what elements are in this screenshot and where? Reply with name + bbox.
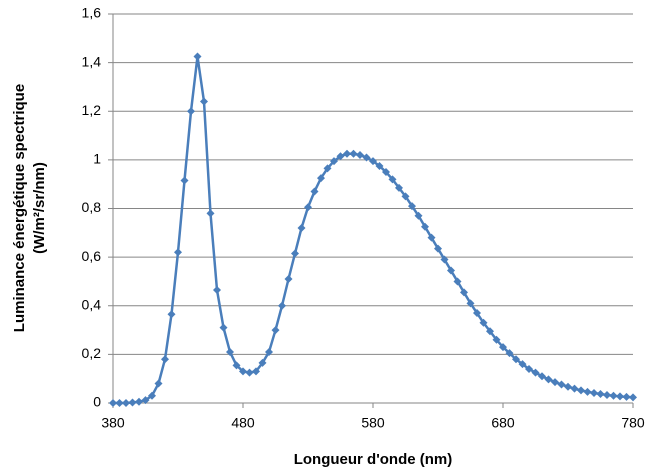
marker: [395, 183, 403, 192]
marker: [570, 384, 579, 393]
marker: [187, 107, 195, 116]
y-tick-label: 1,6: [82, 5, 102, 21]
marker: [330, 157, 338, 166]
marker: [564, 382, 572, 391]
marker: [609, 391, 618, 400]
marker: [206, 209, 215, 218]
marker: [473, 309, 481, 318]
y-tick-label: 0,8: [82, 199, 102, 215]
marker: [297, 223, 306, 232]
marker: [499, 343, 507, 352]
y-tick-label: 1,4: [82, 53, 102, 69]
marker: [245, 368, 254, 377]
marker: [505, 349, 514, 358]
marker: [434, 244, 442, 253]
marker: [219, 323, 228, 332]
y-tick-label: 0,2: [82, 345, 102, 361]
marker: [135, 397, 143, 406]
x-axis-label: Longueur d'onde (nm): [294, 451, 453, 468]
marker: [278, 301, 286, 310]
marker: [356, 151, 364, 160]
marker: [226, 347, 234, 356]
marker: [317, 174, 325, 183]
marker: [343, 149, 351, 158]
marker: [622, 392, 631, 401]
marker: [109, 399, 117, 407]
marker: [453, 277, 462, 286]
marker: [518, 360, 527, 369]
marker: [577, 386, 585, 395]
marker: [466, 299, 475, 308]
x-tick-label: 480: [231, 415, 255, 431]
marker: [291, 249, 299, 258]
marker: [154, 379, 163, 388]
marker: [460, 288, 468, 297]
marker: [616, 392, 624, 401]
marker: [336, 152, 345, 161]
marker: [486, 327, 494, 336]
marker: [401, 192, 410, 201]
x-tick-label: 680: [491, 415, 515, 431]
marker: [349, 149, 358, 158]
marker: [603, 390, 611, 399]
marker: [551, 378, 559, 387]
marker: [148, 391, 156, 400]
marker: [447, 266, 455, 275]
marker: [193, 52, 202, 61]
marker: [538, 372, 546, 381]
marker: [596, 390, 605, 399]
marker: [590, 389, 598, 398]
marker: [252, 367, 260, 376]
marker: [369, 157, 377, 166]
marker: [525, 364, 533, 373]
marker: [414, 211, 423, 220]
marker: [128, 398, 137, 407]
marker: [284, 275, 293, 284]
marker: [180, 176, 189, 185]
marker: [544, 375, 553, 384]
y-axis-label: (W/m²/sr/nm): [31, 162, 48, 254]
marker: [557, 380, 566, 389]
marker: [200, 97, 208, 106]
x-tick-label: 380: [101, 415, 125, 431]
marker: [388, 175, 397, 184]
marker: [479, 318, 488, 327]
marker: [512, 355, 520, 364]
marker: [174, 248, 182, 257]
marker: [492, 335, 501, 344]
y-axis-label: Luminance énergétique spectrique: [11, 84, 28, 332]
marker: [167, 310, 176, 319]
marker: [213, 285, 221, 294]
y-tick-label: 0,6: [82, 248, 102, 264]
marker: [122, 399, 130, 407]
marker: [161, 355, 169, 364]
marker: [258, 358, 267, 367]
marker: [408, 202, 416, 211]
marker: [629, 393, 637, 402]
y-tick-label: 0: [93, 394, 101, 410]
marker: [304, 203, 312, 212]
marker: [271, 326, 280, 335]
marker: [310, 187, 319, 196]
marker: [382, 168, 390, 177]
y-tick-label: 0,4: [82, 296, 102, 312]
marker: [583, 387, 592, 396]
marker: [239, 367, 247, 376]
marker: [265, 347, 273, 356]
marker: [141, 396, 150, 405]
y-tick-label: 1: [93, 151, 101, 167]
x-tick-label: 580: [361, 415, 385, 431]
marker: [232, 361, 241, 370]
marker: [362, 153, 371, 162]
marker: [375, 161, 384, 170]
y-tick-label: 1,2: [82, 102, 102, 118]
marker: [531, 368, 540, 377]
marker: [440, 255, 449, 264]
marker: [427, 233, 436, 242]
x-tick-label: 780: [621, 415, 645, 431]
marker: [323, 164, 332, 173]
marker: [421, 222, 429, 231]
marker: [115, 399, 124, 407]
